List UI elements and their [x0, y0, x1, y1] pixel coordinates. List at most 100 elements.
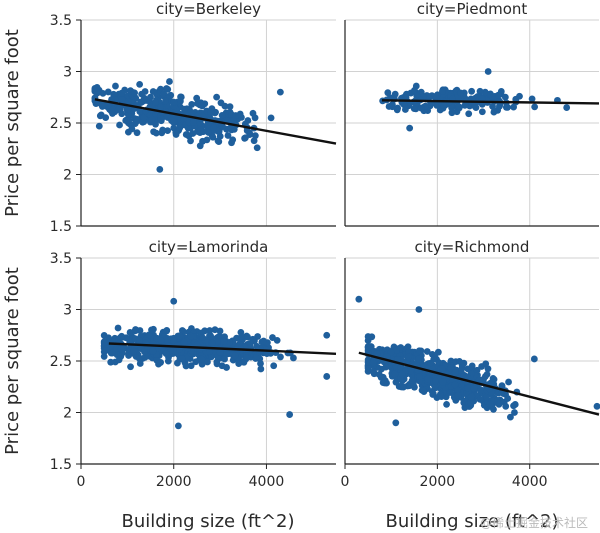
y-tick-label: 3 [63, 303, 72, 319]
data-point [221, 102, 229, 110]
data-point [454, 391, 462, 399]
data-point [454, 386, 461, 394]
data-point [133, 115, 140, 123]
data-point [170, 98, 178, 106]
data-point [178, 355, 186, 363]
data-point [218, 111, 226, 119]
data-point [466, 399, 474, 407]
data-point [411, 86, 418, 94]
data-point [211, 326, 219, 334]
data-point [187, 332, 195, 340]
data-point [231, 352, 239, 360]
data-point [104, 101, 112, 109]
data-point [478, 363, 486, 370]
data-point [423, 348, 431, 355]
x-axis-title: Building size (ft^2) [121, 511, 294, 532]
data-point [415, 347, 423, 355]
y-tick-label: 2 [63, 406, 72, 422]
data-point [182, 131, 190, 138]
facet-title: city=Berkeley [156, 0, 261, 18]
data-point [434, 348, 442, 356]
data-point [494, 106, 502, 114]
data-point [382, 363, 390, 371]
data-point [429, 389, 437, 397]
data-point [176, 124, 184, 132]
data-point [439, 378, 447, 386]
data-point [104, 88, 112, 96]
data-point [226, 124, 234, 132]
fit-line [381, 99, 600, 105]
data-point [478, 386, 486, 394]
data-point [238, 333, 245, 340]
data-point [148, 115, 156, 123]
data-point [364, 333, 372, 340]
data-point [235, 360, 243, 368]
data-point [95, 122, 103, 130]
data-point [197, 126, 204, 134]
data-point [209, 133, 217, 141]
data-point [130, 347, 138, 355]
data-point [260, 337, 267, 345]
data-point [180, 105, 188, 113]
data-point [440, 102, 448, 109]
data-point [162, 350, 170, 357]
data-point [136, 360, 144, 367]
data-point [174, 422, 182, 430]
data-point [159, 126, 167, 134]
x-tick-label: 4000 [512, 474, 548, 490]
data-point [489, 374, 497, 382]
data-point [115, 356, 123, 364]
data-point [188, 101, 196, 108]
data-point [226, 103, 234, 111]
data-point [206, 348, 214, 355]
data-point [468, 362, 476, 370]
data-point [355, 295, 363, 303]
data-point [443, 400, 450, 408]
data-point [415, 306, 423, 313]
data-point [451, 368, 459, 376]
data-point [205, 129, 212, 136]
data-point [415, 373, 423, 381]
data-point [490, 405, 497, 413]
data-point [107, 358, 115, 366]
data-point [107, 107, 115, 115]
data-point [136, 108, 144, 115]
data-point [432, 377, 439, 385]
data-point [102, 347, 110, 354]
data-point [149, 347, 157, 355]
data-point [439, 87, 446, 95]
data-point [400, 383, 407, 391]
data-point [510, 103, 517, 111]
data-point [481, 88, 489, 96]
data-point [198, 101, 206, 109]
data-point [196, 142, 204, 150]
data-point [93, 83, 101, 91]
data-point [502, 402, 510, 410]
data-point [451, 381, 459, 389]
data-point [164, 86, 172, 93]
data-point [398, 370, 406, 378]
data-point [204, 121, 212, 129]
data-point [187, 108, 195, 116]
data-point [192, 358, 200, 366]
data-point [257, 360, 264, 367]
data-point [118, 332, 126, 340]
data-point [495, 91, 502, 99]
data-point [367, 343, 375, 351]
data-point [250, 137, 258, 145]
data-point [223, 350, 231, 358]
x-axis-title: Building size (ft^2) [385, 511, 558, 532]
data-point [102, 114, 110, 122]
data-point [381, 379, 389, 387]
data-point [246, 339, 254, 347]
data-point [99, 90, 107, 97]
data-point [152, 98, 159, 106]
data-point [455, 103, 463, 111]
data-point [276, 88, 284, 96]
data-point [100, 338, 108, 346]
data-point [483, 393, 490, 401]
data-point [531, 103, 539, 111]
data-point [438, 365, 446, 373]
data-point [112, 82, 119, 90]
data-point [417, 104, 425, 112]
